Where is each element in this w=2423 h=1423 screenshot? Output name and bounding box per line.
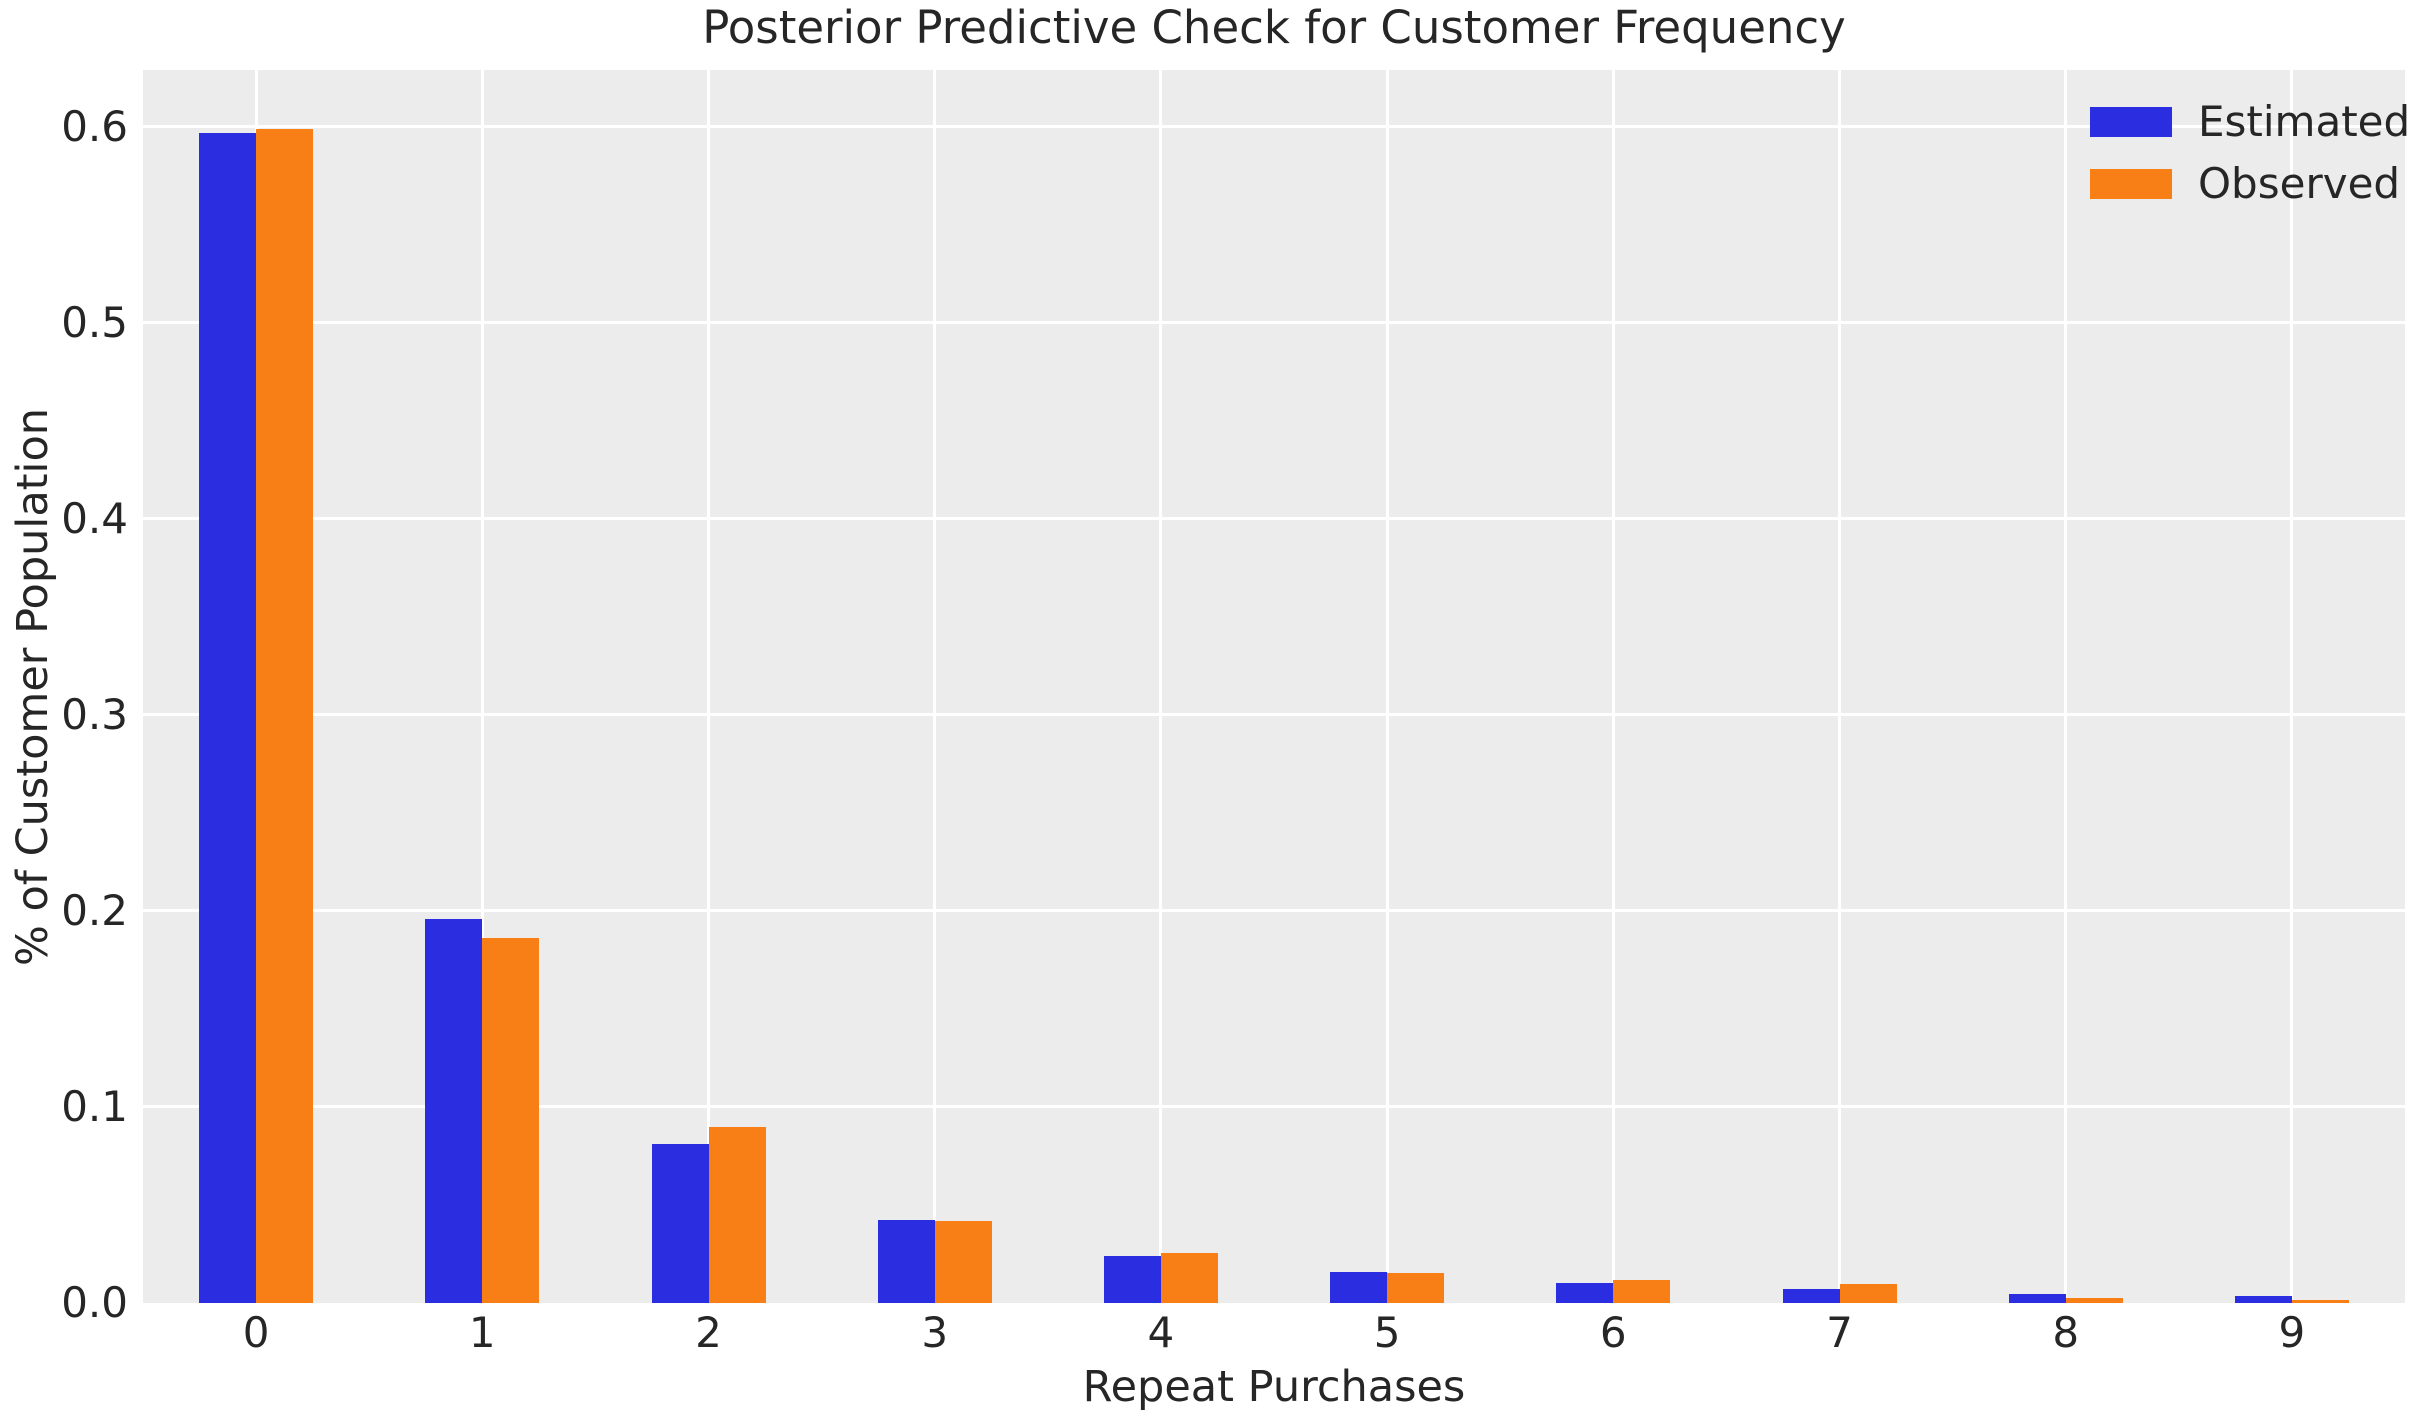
bar-observed-5 xyxy=(1387,1273,1445,1303)
x-tick-label: 1 xyxy=(468,1308,496,1357)
plot-area xyxy=(143,70,2405,1303)
x-tick-label: 6 xyxy=(1599,1308,1627,1357)
bar-observed-6 xyxy=(1613,1280,1671,1303)
bar-estimated-4 xyxy=(1103,1255,1161,1303)
y-tick-label: 0.4 xyxy=(61,493,128,543)
x-tick-label: 2 xyxy=(695,1308,722,1357)
legend-label-estimated: Estimated xyxy=(2198,97,2411,146)
h-gridline xyxy=(143,517,2405,521)
h-gridline xyxy=(143,125,2405,129)
bar-estimated-3 xyxy=(877,1219,935,1303)
y-tick-label: 0.1 xyxy=(61,1081,128,1131)
x-tick-label: 5 xyxy=(1373,1308,1401,1357)
x-tick-label: 0 xyxy=(242,1308,270,1357)
v-gridline xyxy=(1838,70,1841,1303)
y-tick-label: 0.3 xyxy=(61,689,128,739)
x-tick-label: 9 xyxy=(2278,1308,2306,1357)
v-gridline xyxy=(707,70,710,1303)
legend-label-observed: Observed xyxy=(2198,159,2401,208)
bar-estimated-2 xyxy=(651,1144,709,1303)
x-tick-label: 8 xyxy=(2052,1308,2080,1357)
v-gridline xyxy=(1159,70,1163,1303)
chart-title: Posterior Predictive Check for Customer … xyxy=(702,1,1846,54)
bar-observed-1 xyxy=(482,938,540,1303)
x-tick-label: 7 xyxy=(1826,1308,1853,1357)
v-gridline xyxy=(1385,70,1389,1303)
x-tick-label: 4 xyxy=(1147,1308,1175,1357)
y-tick-label: 0.6 xyxy=(61,101,128,151)
bar-observed-8 xyxy=(2065,1297,2123,1303)
bar-observed-9 xyxy=(2291,1300,2349,1303)
legend-row-estimated: Estimated xyxy=(2090,100,2410,144)
y-tick-label: 0.0 xyxy=(61,1278,128,1327)
bar-estimated-7 xyxy=(1782,1289,1840,1303)
v-gridline xyxy=(1611,70,1615,1303)
bar-observed-0 xyxy=(256,128,314,1303)
legend-swatch-observed xyxy=(2090,169,2172,199)
bar-observed-7 xyxy=(1839,1284,1897,1303)
v-gridline xyxy=(480,70,484,1303)
x-axis-label: Repeat Purchases xyxy=(1082,1362,1466,1412)
legend-row-observed: Observed xyxy=(2090,162,2410,206)
v-gridline xyxy=(933,70,937,1303)
legend: Estimated Observed xyxy=(2090,100,2410,224)
y-tick-label: 0.2 xyxy=(61,885,128,935)
h-gridline xyxy=(143,909,2405,913)
bar-estimated-1 xyxy=(425,918,483,1303)
bar-estimated-0 xyxy=(199,132,257,1303)
v-gridline xyxy=(2064,70,2068,1303)
y-axis-label: % of Customer Population xyxy=(8,407,58,967)
h-gridline xyxy=(143,321,2405,325)
h-gridline xyxy=(143,1105,2405,1109)
bar-observed-4 xyxy=(1160,1253,1218,1303)
bar-observed-3 xyxy=(934,1220,992,1303)
bar-estimated-8 xyxy=(2008,1293,2066,1303)
bar-estimated-5 xyxy=(1330,1271,1388,1303)
x-tick-label: 3 xyxy=(921,1308,949,1357)
h-gridline xyxy=(143,713,2405,717)
y-tick-label: 0.5 xyxy=(61,297,128,347)
legend-swatch-estimated xyxy=(2090,107,2172,137)
v-gridline xyxy=(2290,70,2294,1303)
bar-observed-2 xyxy=(708,1126,766,1303)
bar-estimated-6 xyxy=(1556,1282,1614,1303)
bar-estimated-9 xyxy=(2234,1295,2292,1303)
